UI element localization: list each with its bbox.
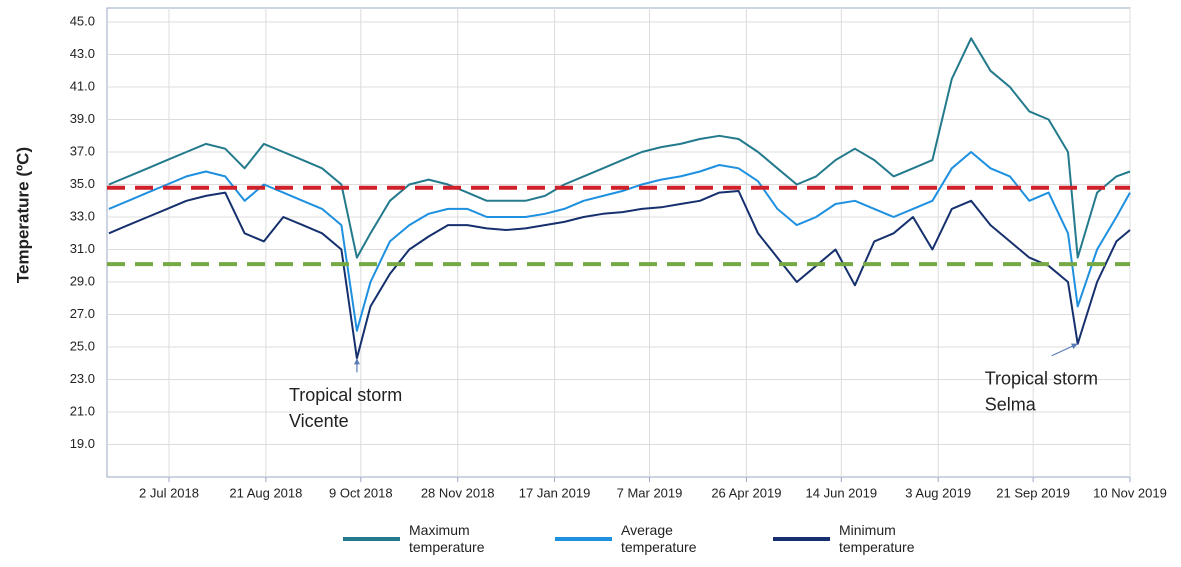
y-tick-label: 45.0 (70, 13, 95, 28)
annotation-arrowhead (1070, 343, 1078, 349)
y-tick-label: 31.0 (70, 241, 95, 256)
legend-label: Average temperature (621, 522, 697, 555)
y-tick-label: 21.0 (70, 403, 95, 418)
x-tick-label: 26 Apr 2019 (711, 485, 781, 500)
x-tick-label: 21 Aug 2018 (229, 485, 302, 500)
legend-item: Maximum temperature (343, 522, 519, 556)
x-tick-label: 10 Nov 2019 (1093, 485, 1167, 500)
annotation-text: Tropical storm (289, 385, 402, 405)
legend-swatch (773, 537, 830, 541)
y-tick-label: 43.0 (70, 46, 95, 61)
y-tick-label: 25.0 (70, 338, 95, 353)
y-tick-label: 35.0 (70, 176, 95, 191)
legend-label: Minimum temperature (839, 522, 915, 555)
y-tick-label: 39.0 (70, 111, 95, 126)
legend-swatch (555, 537, 612, 541)
x-tick-label: 28 Nov 2018 (421, 485, 495, 500)
annotation-text: Selma (985, 395, 1037, 415)
series-line (108, 37, 1131, 259)
x-tick-label: 9 Oct 2018 (329, 485, 393, 500)
y-tick-label: 29.0 (70, 273, 95, 288)
x-tick-label: 7 Mar 2019 (617, 485, 683, 500)
y-tick-label: 41.0 (70, 78, 95, 93)
annotation-text: Tropical storm (985, 369, 1098, 389)
legend-item: Minimum temperature (773, 522, 949, 556)
plot-frame (106, 7, 1131, 478)
series-line (108, 190, 1131, 360)
x-tick-label: 14 Jun 2019 (806, 485, 878, 500)
legend-item: Average temperature (555, 522, 731, 556)
y-tick-label: 23.0 (70, 371, 95, 386)
x-tick-label: 17 Jan 2019 (519, 485, 591, 500)
y-tick-label: 33.0 (70, 208, 95, 223)
chart: Temperature (ºC) 19.0 21.0 23.0 25.0 27.0 29.… (13, 7, 1167, 500)
annotation-text: Vicente (289, 411, 349, 431)
legend-swatch (343, 537, 400, 541)
legend: Maximum temperature Average temperature Mi… (0, 522, 1181, 567)
y-tick-label: 27.0 (70, 306, 95, 321)
x-tick-label: 3 Aug 2019 (905, 485, 971, 500)
x-tick-label: 2 Jul 2018 (139, 485, 199, 500)
x-tick-label: 21 Sep 2019 (996, 485, 1070, 500)
legend-label: Maximum temperature (409, 522, 485, 555)
y-tick-label: 19.0 (70, 436, 95, 451)
y-tick-label: 37.0 (70, 143, 95, 158)
series-line (108, 151, 1131, 332)
annotation-arrowhead (353, 358, 360, 365)
y-axis-label: Temperature (ºC) (13, 147, 32, 283)
